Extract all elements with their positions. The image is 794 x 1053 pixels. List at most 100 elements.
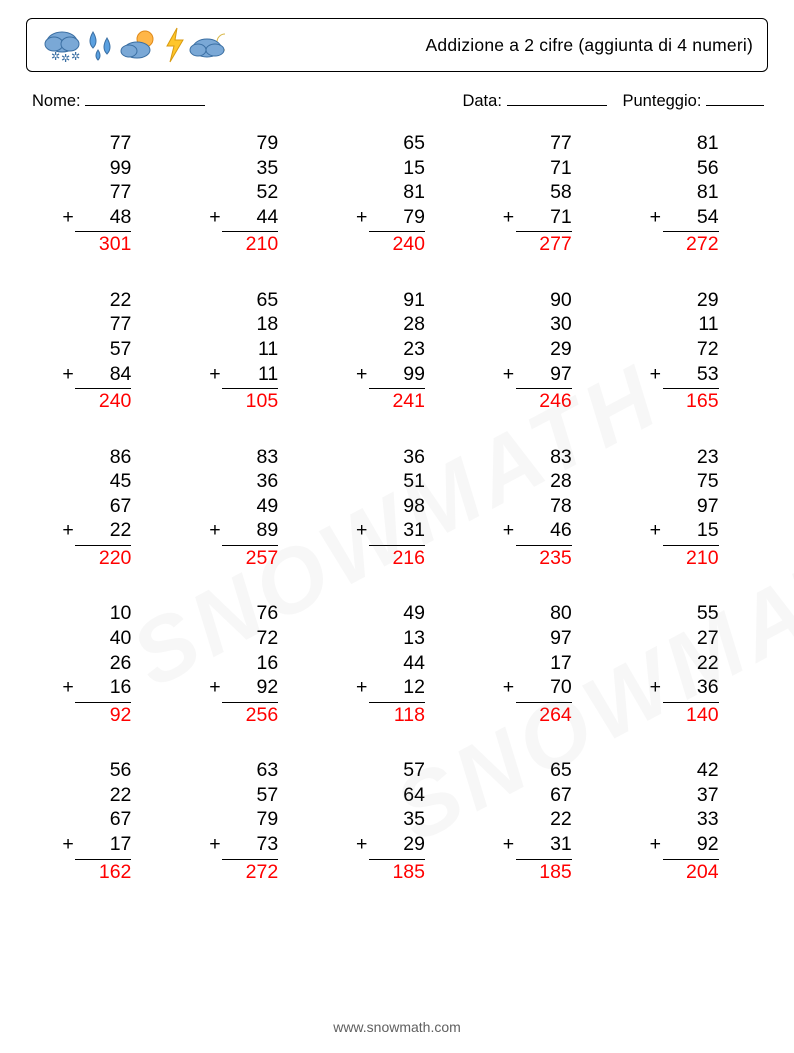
problem: 423733+92204 — [617, 758, 764, 884]
addend: 22 — [516, 807, 572, 832]
last-addend: +36 — [663, 675, 719, 700]
addend-value: 29 — [403, 833, 425, 855]
last-addend: +71 — [516, 205, 572, 230]
addend: 91 — [369, 288, 425, 313]
plus-sign: + — [209, 675, 220, 700]
addend: 17 — [516, 651, 572, 676]
answer: 241 — [369, 389, 425, 414]
last-addend: +70 — [516, 675, 572, 700]
addend-value: 15 — [697, 519, 719, 541]
addend: 77 — [75, 131, 131, 156]
answer: 118 — [369, 703, 425, 728]
plus-sign: + — [62, 518, 73, 543]
addend: 49 — [369, 601, 425, 626]
addend: 67 — [75, 494, 131, 519]
addend-value: 89 — [256, 519, 278, 541]
addend: 72 — [222, 626, 278, 651]
footer-url: www.snowmath.com — [0, 1019, 794, 1035]
addend: 65 — [516, 758, 572, 783]
addend-value: 79 — [403, 206, 425, 228]
moon-cloud-icon — [189, 26, 235, 64]
addend: 22 — [75, 783, 131, 808]
addend: 37 — [663, 783, 719, 808]
addend: 67 — [75, 807, 131, 832]
last-addend: +84 — [75, 362, 131, 387]
addend-stack: 793552+44 — [222, 131, 278, 229]
addend: 72 — [663, 337, 719, 362]
addend: 98 — [369, 494, 425, 519]
problem: 793552+44210 — [177, 131, 324, 257]
addend-stack: 552722+36 — [663, 601, 719, 699]
last-addend: +29 — [369, 832, 425, 857]
addend: 10 — [75, 601, 131, 626]
svg-text:✲: ✲ — [51, 51, 60, 63]
problem: 809717+70264 — [470, 601, 617, 727]
addend-value: 11 — [258, 363, 278, 385]
addend: 35 — [222, 156, 278, 181]
answer: 272 — [222, 860, 278, 885]
addend: 56 — [75, 758, 131, 783]
addend: 28 — [516, 469, 572, 494]
last-addend: +22 — [75, 518, 131, 543]
addend-value: 46 — [550, 519, 572, 541]
addend: 45 — [75, 469, 131, 494]
answer: 264 — [516, 703, 572, 728]
addend: 79 — [222, 807, 278, 832]
addend: 35 — [369, 807, 425, 832]
addend-stack: 104026+16 — [75, 601, 131, 699]
addend-stack: 815681+54 — [663, 131, 719, 229]
problems-grid: 779977+48301793552+44210651581+792407771… — [26, 131, 768, 884]
worksheet-title: Addizione a 2 cifre (aggiunta di 4 numer… — [426, 35, 753, 56]
plus-sign: + — [503, 205, 514, 230]
addend-value: 54 — [697, 206, 719, 228]
last-addend: +44 — [222, 205, 278, 230]
plus-sign: + — [503, 675, 514, 700]
problem: 365198+31216 — [324, 445, 471, 571]
problem: 227757+84240 — [30, 288, 177, 414]
answer: 210 — [222, 232, 278, 257]
problem: 777158+71277 — [470, 131, 617, 257]
name-blank[interactable] — [85, 90, 205, 106]
problem: 912823+99241 — [324, 288, 471, 414]
addend-value: 97 — [550, 363, 572, 385]
answer: 220 — [75, 546, 131, 571]
addend: 16 — [222, 651, 278, 676]
addend: 49 — [222, 494, 278, 519]
addend: 79 — [222, 131, 278, 156]
date-blank[interactable] — [507, 90, 607, 106]
addend: 22 — [663, 651, 719, 676]
problem: 779977+48301 — [30, 131, 177, 257]
problem: 651581+79240 — [324, 131, 471, 257]
header-box: ✲ ✲ ✲ — [26, 18, 768, 72]
addend-stack: 903029+97 — [516, 288, 572, 386]
addend: 97 — [663, 494, 719, 519]
last-addend: +15 — [663, 518, 719, 543]
problem: 815681+54272 — [617, 131, 764, 257]
last-addend: +48 — [75, 205, 131, 230]
plus-sign: + — [356, 205, 367, 230]
problem: 552722+36140 — [617, 601, 764, 727]
addend: 18 — [222, 312, 278, 337]
last-addend: +54 — [663, 205, 719, 230]
addend: 51 — [369, 469, 425, 494]
problem: 562267+17162 — [30, 758, 177, 884]
answer: 301 — [75, 232, 131, 257]
addend-stack: 635779+73 — [222, 758, 278, 856]
addend: 22 — [75, 288, 131, 313]
answer: 204 — [663, 860, 719, 885]
addend-value: 70 — [550, 676, 572, 698]
addend: 99 — [75, 156, 131, 181]
sun-cloud-icon — [119, 26, 161, 64]
score-blank[interactable] — [706, 90, 764, 106]
addend: 52 — [222, 180, 278, 205]
answer: 162 — [75, 860, 131, 885]
answer: 165 — [663, 389, 719, 414]
plus-sign: + — [209, 362, 220, 387]
addend: 55 — [663, 601, 719, 626]
addend: 83 — [516, 445, 572, 470]
problem: 832878+46235 — [470, 445, 617, 571]
addend-value: 12 — [403, 676, 425, 698]
addend-stack: 365198+31 — [369, 445, 425, 543]
addend: 40 — [75, 626, 131, 651]
last-addend: +46 — [516, 518, 572, 543]
